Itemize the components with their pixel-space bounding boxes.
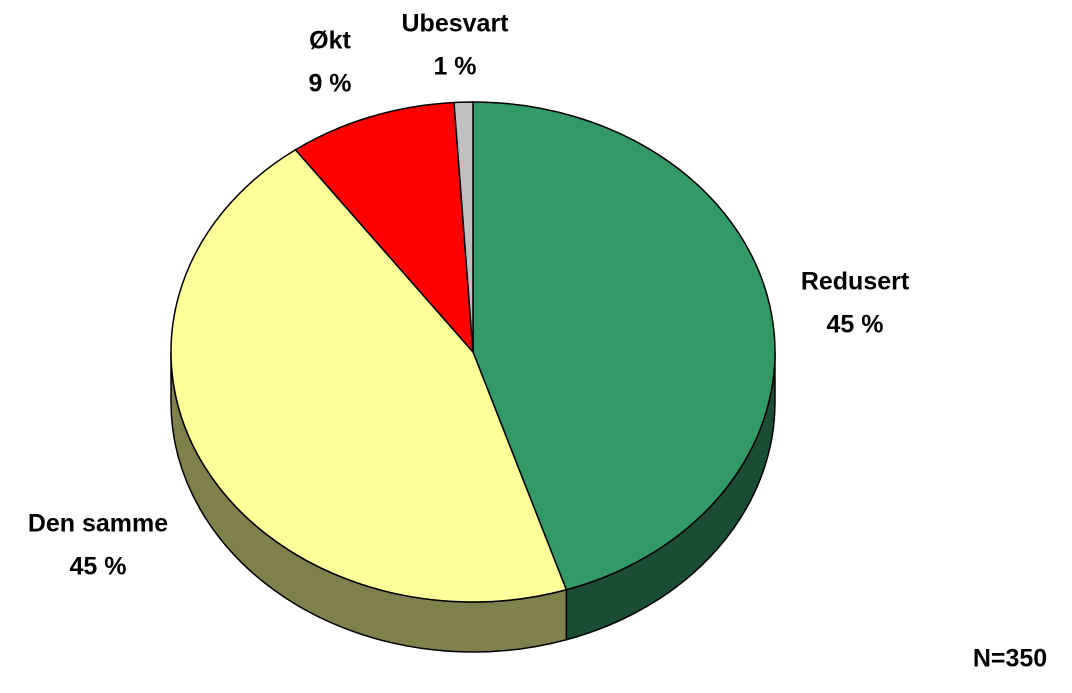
- pie-slice: [453, 101, 474, 353]
- slice-label: Ubesvart: [402, 10, 510, 38]
- slice-label: Den samme: [28, 510, 168, 538]
- slice-value-label: 9 %: [308, 70, 351, 98]
- slice-label: Økt: [309, 27, 351, 55]
- pie-slice: [170, 148, 568, 603]
- pie-slice: [472, 101, 776, 591]
- slice-value-label: 45 %: [827, 311, 884, 339]
- slice-value-label: 1 %: [433, 53, 476, 81]
- annotation: N=350: [973, 645, 1047, 673]
- pie-slice: [294, 101, 474, 355]
- slice-value-label: 45 %: [70, 553, 127, 581]
- slice-label: Redusert: [801, 268, 910, 296]
